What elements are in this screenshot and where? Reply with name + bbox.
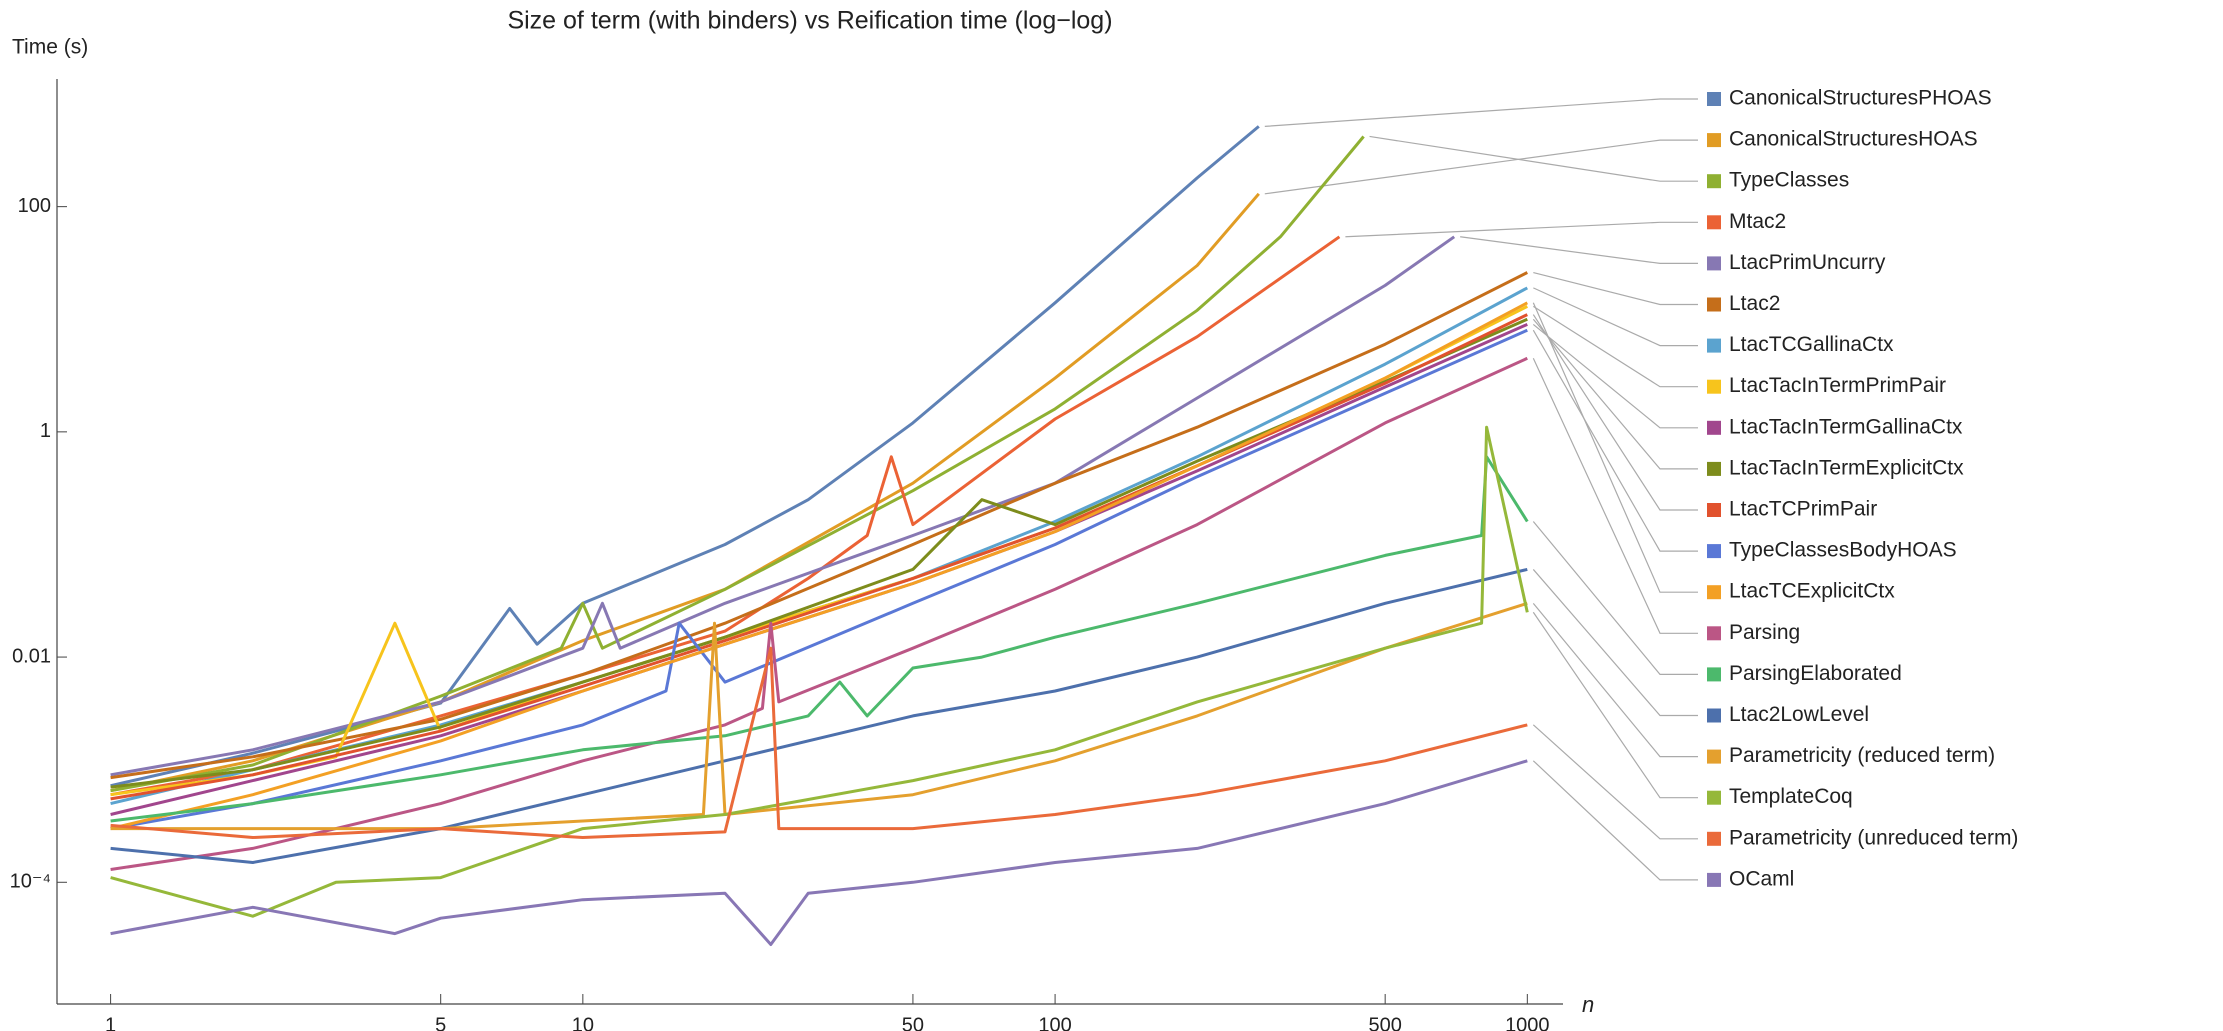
leader-line [1533,287,1698,347]
legend-label: LtacTacInTermGallinaCtx [1729,415,1963,438]
x-tick-label: 50 [902,1014,924,1031]
leader-line [1532,521,1698,676]
legend-label: LtacPrimUncurry [1729,251,1886,274]
x-tick-label: 5 [435,1014,446,1031]
series-line [110,271,1528,780]
chart-title: Size of term (with binders) vs Reificati… [507,7,1112,35]
legend-label: LtacTCGallinaCtx [1729,333,1894,356]
y-tick-label: 1 [40,420,51,442]
leader-line [1533,305,1698,388]
leader-line [1369,135,1698,182]
legend-label: LtacTacInTermExplicitCtx [1729,456,1964,479]
leader-line [1532,323,1698,429]
leader-line [1532,329,1698,552]
legend-label: LtacTCPrimPair [1729,498,1877,521]
legend-label: Ltac2 [1729,292,1780,315]
legend-swatch [1707,872,1721,887]
x-tick-label: 1000 [1505,1014,1550,1031]
x-tick-label: 500 [1368,1014,1401,1031]
series-line [110,301,1529,831]
leader-line [1532,602,1698,758]
legend-swatch [1707,420,1721,435]
legend-swatch [1707,133,1721,148]
legend-label: LtacTCExplicitCtx [1729,580,1895,603]
legend-label: ParsingElaborated [1729,662,1902,685]
legend-swatch [1707,297,1721,312]
legend-swatch [1707,92,1721,106]
leader-line [1460,236,1698,264]
legend-label: Parsing [1729,621,1800,644]
y-tick-label: 0.01 [12,645,51,667]
legend-label: Mtac2 [1729,210,1786,233]
leader-line [1533,271,1698,306]
x-axis-label: n [1582,992,1594,1017]
leader-line [1532,569,1698,717]
x-tick-label: 10 [572,1014,594,1031]
legend-swatch [1707,338,1721,353]
series-line [110,759,1528,946]
series-line [110,567,1528,864]
legend-swatch [1707,708,1721,723]
series-line [110,601,1528,831]
legend-swatch [1707,790,1721,805]
legend-swatch [1707,256,1721,271]
leader-line [1345,221,1698,238]
legend-swatch [1707,626,1721,641]
leader-line [1532,358,1698,634]
leader-line [1532,760,1698,881]
legend-swatch [1707,831,1721,846]
legend-swatch [1707,379,1721,394]
series-line [110,305,1528,797]
leader-line [1532,724,1698,840]
legend-label: CanonicalStructuresHOAS [1729,128,1978,151]
legend-swatch [1707,461,1721,476]
series-line [110,646,1528,839]
legend-swatch [1707,503,1721,517]
legend-label: Parametricity (unreduced term) [1729,826,2018,849]
y-axis-label: Time (s) [12,36,88,59]
legend-swatch [1707,667,1721,682]
legend-label: TypeClassesBodyHOAS [1729,539,1957,562]
series-line [110,425,1529,918]
series-line [110,192,1260,793]
series-line [110,455,1529,823]
legend-label: TemplateCoq [1729,785,1853,808]
series-line [110,286,1529,806]
series-line [110,235,1341,797]
series-line [110,125,1260,788]
leader-line [1532,611,1698,799]
legend-label: Ltac2LowLevel [1729,703,1869,726]
legend-label: Parametricity (reduced term) [1729,744,1995,767]
series-line [110,317,1528,789]
legend-swatch [1707,544,1721,559]
legend-label: CanonicalStructuresPHOAS [1729,87,1992,110]
series-line [110,135,1365,793]
legend-swatch [1707,585,1721,600]
legend-swatch [1707,174,1721,189]
leader-line [1264,98,1698,127]
leader-line [1264,139,1698,195]
leader-line [1532,318,1698,470]
leader-line [1532,314,1698,511]
series-line [110,313,1528,801]
legend-label: OCaml [1729,867,1794,890]
series-line [110,235,1456,777]
legend-swatch [1707,215,1721,230]
series-line [110,356,1528,871]
legend-swatch [1707,749,1721,764]
legend-label: LtacTacInTermPrimPair [1729,374,1946,397]
legend-label: TypeClasses [1729,169,1849,192]
y-tick-label: 100 [18,195,51,217]
y-tick-label: 10⁻⁴ [10,871,51,893]
leader-line [1532,302,1698,593]
x-tick-label: 1 [105,1014,116,1031]
x-tick-label: 100 [1038,1014,1071,1031]
